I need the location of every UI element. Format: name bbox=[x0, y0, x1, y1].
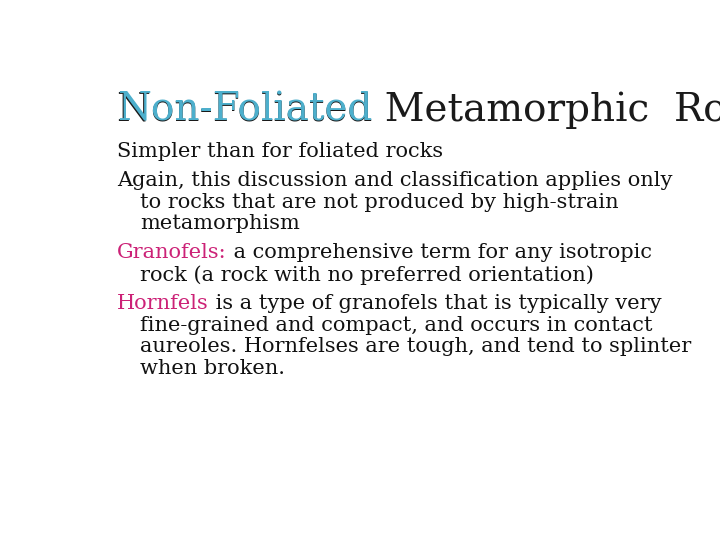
Text: Hornfels: Hornfels bbox=[117, 294, 209, 313]
Text: metamorphism: metamorphism bbox=[140, 214, 300, 233]
Text: to rocks that are not produced by high-strain: to rocks that are not produced by high-s… bbox=[140, 193, 619, 212]
Text: Simpler than for foliated rocks: Simpler than for foliated rocks bbox=[117, 142, 444, 161]
Text: Non-Foliated: Non-Foliated bbox=[117, 92, 372, 129]
Text: aureoles. Hornfelses are tough, and tend to splinter: aureoles. Hornfelses are tough, and tend… bbox=[140, 338, 692, 356]
Text: Non-Foliated Metamorphic  Rocks: Non-Foliated Metamorphic Rocks bbox=[117, 92, 720, 129]
Text: is a type of granofels that is typically very: is a type of granofels that is typically… bbox=[209, 294, 662, 313]
Text: fine-grained and compact, and occurs in contact: fine-grained and compact, and occurs in … bbox=[140, 316, 653, 335]
Text: when broken.: when broken. bbox=[140, 359, 285, 378]
Text: a comprehensive term for any isotropic: a comprehensive term for any isotropic bbox=[227, 244, 652, 262]
Text: Granofels:: Granofels: bbox=[117, 244, 227, 262]
Text: rock (a rock with no preferred orientation): rock (a rock with no preferred orientati… bbox=[140, 265, 594, 285]
Text: Again, this discussion and classification applies only: Again, this discussion and classificatio… bbox=[117, 171, 672, 190]
